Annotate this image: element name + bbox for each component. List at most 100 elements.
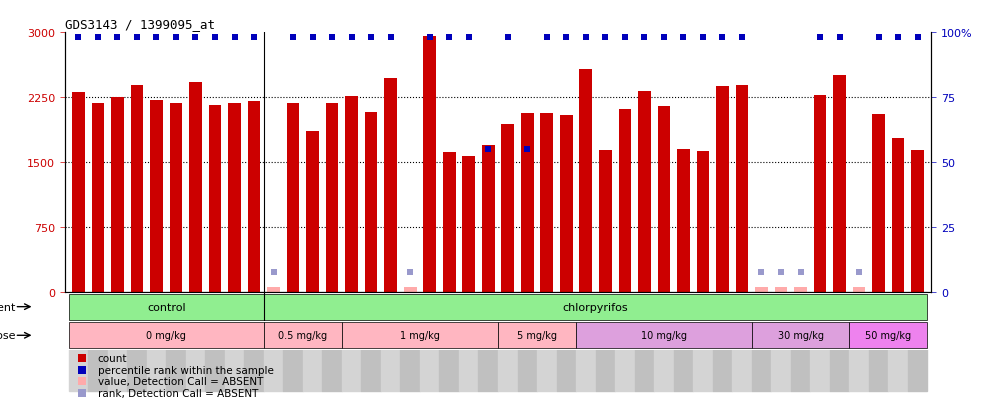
Bar: [423, 36, 436, 293]
Text: 0.5 mg/kg: 0.5 mg/kg: [278, 330, 328, 340]
Bar: [794, 287, 807, 293]
Bar: [521, 114, 534, 293]
Bar: [752, 323, 850, 348]
Bar: [498, 323, 576, 348]
Bar: [501, 125, 514, 293]
Bar: [346, 97, 358, 293]
Bar: [599, 151, 612, 293]
Bar: [853, 287, 866, 293]
Bar: [657, 107, 670, 293]
Bar: [498, 293, 518, 391]
Bar: [850, 323, 927, 348]
Text: count: count: [98, 353, 127, 363]
Bar: [92, 104, 105, 293]
Bar: [287, 104, 300, 293]
Bar: [696, 152, 709, 293]
Bar: [189, 82, 202, 293]
Bar: [267, 287, 280, 293]
Bar: [752, 293, 771, 391]
Text: 0 mg/kg: 0 mg/kg: [146, 330, 186, 340]
Text: 30 mg/kg: 30 mg/kg: [778, 330, 824, 340]
Bar: [244, 293, 264, 391]
Bar: [403, 287, 416, 293]
Bar: [264, 294, 927, 320]
Bar: [69, 294, 264, 320]
Text: GDS3143 / 1399095_at: GDS3143 / 1399095_at: [65, 17, 215, 31]
Bar: [69, 323, 264, 348]
Bar: [693, 293, 713, 391]
Bar: [713, 293, 732, 391]
Text: value, Detection Call = ABSENT: value, Detection Call = ABSENT: [98, 377, 263, 387]
Text: agent: agent: [0, 302, 16, 312]
Bar: [439, 293, 459, 391]
Text: percentile rank within the sample: percentile rank within the sample: [98, 365, 274, 375]
Bar: [127, 293, 146, 391]
Bar: [462, 157, 475, 293]
Bar: [342, 323, 498, 348]
Bar: [400, 293, 420, 391]
Bar: [673, 293, 693, 391]
Bar: [264, 293, 283, 391]
Bar: [888, 293, 907, 391]
Bar: [560, 115, 573, 293]
Text: rank, Detection Call = ABSENT: rank, Detection Call = ABSENT: [98, 388, 258, 398]
Bar: [380, 293, 400, 391]
Bar: [814, 95, 827, 293]
Bar: [616, 293, 634, 391]
Bar: [326, 104, 339, 293]
Bar: [907, 293, 927, 391]
Text: 10 mg/kg: 10 mg/kg: [640, 330, 687, 340]
Bar: [872, 114, 884, 293]
Bar: [850, 293, 869, 391]
Bar: [576, 323, 752, 348]
Bar: [634, 293, 654, 391]
Bar: [248, 102, 260, 293]
Bar: [771, 293, 791, 391]
Bar: [89, 293, 108, 391]
Bar: [869, 293, 888, 391]
Bar: [654, 293, 673, 391]
Bar: [225, 293, 244, 391]
Bar: [150, 100, 162, 293]
Bar: [557, 293, 576, 391]
Bar: [478, 293, 498, 391]
Bar: [811, 293, 830, 391]
Text: 50 mg/kg: 50 mg/kg: [866, 330, 911, 340]
Bar: [365, 113, 377, 293]
Bar: [596, 293, 616, 391]
Bar: [482, 145, 495, 293]
Text: control: control: [147, 302, 185, 312]
Text: dose: dose: [0, 330, 16, 340]
Bar: [264, 323, 342, 348]
Bar: [303, 293, 323, 391]
Bar: [518, 293, 537, 391]
Bar: [580, 70, 593, 293]
Bar: [638, 92, 650, 293]
Bar: [891, 139, 904, 293]
Bar: [228, 104, 241, 293]
Bar: [169, 104, 182, 293]
Bar: [205, 293, 225, 391]
Bar: [130, 86, 143, 293]
Bar: [791, 293, 811, 391]
Bar: [72, 93, 85, 293]
Bar: [209, 106, 221, 293]
Bar: [576, 293, 596, 391]
Bar: [108, 293, 127, 391]
Bar: [736, 86, 748, 293]
Bar: [443, 152, 455, 293]
Bar: [69, 293, 89, 391]
Bar: [911, 151, 924, 293]
Bar: [112, 98, 124, 293]
Bar: [732, 293, 752, 391]
Bar: [306, 132, 319, 293]
Bar: [775, 287, 787, 293]
Text: 1 mg/kg: 1 mg/kg: [400, 330, 440, 340]
Bar: [619, 110, 631, 293]
Bar: [283, 293, 303, 391]
Text: chlorpyrifos: chlorpyrifos: [563, 302, 628, 312]
Text: 5 mg/kg: 5 mg/kg: [517, 330, 557, 340]
Bar: [459, 293, 478, 391]
Bar: [185, 293, 205, 391]
Bar: [362, 293, 380, 391]
